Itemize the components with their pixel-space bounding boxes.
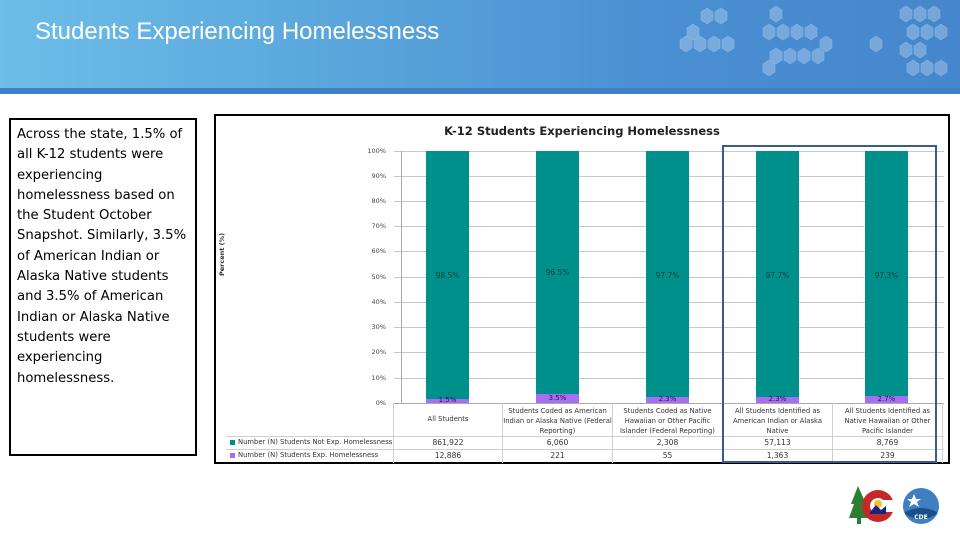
y-tick: 0% — [375, 399, 386, 407]
bar-value-top: 98.5% — [435, 271, 460, 280]
table-cell: 55 — [662, 451, 673, 460]
category-label: All Students Identified as American Indi… — [733, 407, 822, 435]
y-tick: 90% — [371, 172, 386, 180]
bar-value-bottom: 2.3% — [658, 395, 677, 403]
summary-text: Across the state, 1.5% of all K-12 stude… — [17, 127, 187, 386]
table-cell: 1,363 — [766, 451, 789, 460]
table-cell: 8,769 — [876, 438, 899, 447]
table-cell: 12,886 — [434, 451, 462, 460]
y-tick: 100% — [367, 147, 386, 155]
category-label: All Students — [427, 415, 469, 423]
bar-value-top: 97.3% — [874, 271, 899, 280]
y-tick: 20% — [371, 348, 386, 356]
y-tick: 70% — [371, 222, 386, 230]
category-label: Students Coded as American Indian or Ala… — [503, 407, 612, 435]
bar-all-students[interactable]: 98.5% 1.5% — [426, 151, 469, 404]
table-divider — [226, 436, 944, 437]
table-divider — [942, 403, 943, 463]
slide-header: Students Experiencing Homelessness — [0, 0, 960, 88]
svg-text:CDE: CDE — [914, 514, 927, 521]
hexagon-pattern-icon — [679, 5, 948, 77]
y-tick: 40% — [371, 298, 386, 306]
summary-text-box: Across the state, 1.5% of all K-12 stude… — [9, 118, 197, 456]
y-tick: 80% — [371, 197, 386, 205]
bar-value-bottom: 3.5% — [548, 394, 567, 402]
cde-logo: CDE — [903, 488, 939, 524]
legend-homeless: Number (N) Students Exp. Homelessness — [230, 451, 378, 459]
bar-value-bottom: 2.7% — [877, 395, 896, 403]
table-cell: 57,113 — [764, 438, 791, 447]
table-divider — [502, 403, 503, 463]
bar-value-bottom: 2.3% — [768, 395, 787, 403]
y-tick: 10% — [371, 374, 386, 382]
bar-value-bottom: 1.5% — [438, 396, 457, 404]
header-divider — [0, 88, 960, 94]
bar-nhpi-all[interactable]: 97.3% 2.7% — [865, 151, 908, 403]
slide-title: Students Experiencing Homelessness — [35, 18, 440, 45]
y-axis-label: Percent (%) — [218, 232, 226, 276]
bar-aian-federal[interactable]: 96.5% 3.5% — [536, 151, 579, 403]
table-divider — [393, 403, 394, 463]
y-tick: 50% — [371, 273, 386, 281]
legend-not-homeless: Number (N) Students Not Exp. Homelessnes… — [230, 438, 392, 446]
legend-swatch-teal — [230, 439, 235, 445]
bar-value-top: 97.7% — [765, 271, 790, 280]
bar-value-top: 97.7% — [655, 271, 680, 280]
bar-nhpi-federal[interactable]: 97.7% 2.3% — [646, 151, 689, 403]
table-cell: 861,922 — [432, 438, 464, 447]
chart-title: K-12 Students Experiencing Homelessness — [444, 124, 720, 138]
table-cell: 221 — [550, 451, 565, 460]
y-axis-line — [401, 151, 402, 403]
y-tick: 30% — [371, 323, 386, 331]
table-cell: 239 — [880, 451, 895, 460]
category-label: All Students Identified as Native Hawaii… — [844, 407, 931, 435]
table-cell: 6,060 — [546, 438, 569, 447]
table-divider — [612, 403, 613, 463]
highlight-box — [722, 145, 937, 463]
bar-aian-all[interactable]: 97.7% 2.3% — [756, 151, 799, 403]
y-tick: 60% — [371, 247, 386, 255]
chart-frame: K-12 Students Experiencing Homelessness … — [214, 114, 950, 464]
logos: CDE — [849, 486, 939, 524]
table-divider — [226, 449, 944, 450]
colorado-logo — [849, 486, 896, 524]
category-label: Students Coded as Native Hawaiian or Oth… — [620, 407, 715, 435]
bar-value-top: 96.5% — [545, 268, 570, 277]
table-divider — [832, 403, 833, 463]
table-cell: 2,308 — [656, 438, 679, 447]
legend-swatch-purple — [230, 452, 235, 458]
x-axis-line — [394, 403, 944, 404]
